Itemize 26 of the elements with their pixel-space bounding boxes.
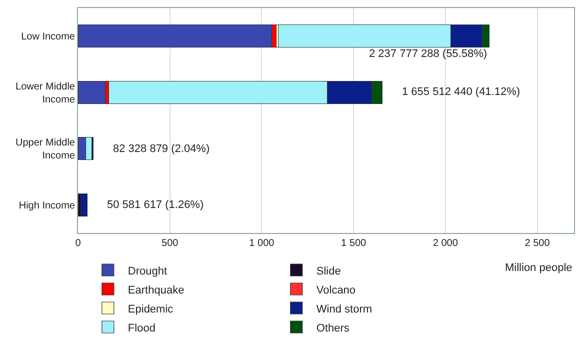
bar	[80, 193, 88, 216]
annotation: 1 655 512 440 (41.12%)	[402, 86, 520, 98]
legend-label: Wind storm	[316, 303, 372, 316]
y-tick-label: Low Income	[21, 32, 76, 43]
x-tick-label: 1 500	[341, 238, 367, 249]
x-tick-label: 500	[162, 238, 179, 249]
annotation: 50 581 617 (1.26%)	[107, 199, 204, 211]
y-tick-label: Lower Middle Income	[16, 81, 76, 106]
bar	[78, 24, 272, 48]
x-tick-label: 2 500	[524, 238, 550, 249]
legend-label: Slide	[316, 265, 341, 278]
x-tick-label: 1 000	[249, 238, 275, 249]
annotation: 2 237 777 288 (55.58%)	[369, 48, 488, 60]
legend-label: Drought	[128, 265, 168, 278]
annotation: 82 328 879 (2.04%)	[113, 143, 210, 155]
x-tick-label: 2 000	[432, 238, 458, 249]
x-axis-title: Million people	[505, 262, 572, 274]
y-tick-label: High Income	[18, 200, 76, 212]
legend-label: Others	[316, 322, 350, 334]
x-tick-label: 0	[75, 238, 82, 249]
bar	[78, 80, 106, 104]
legend-label: Volcano	[316, 284, 356, 296]
y-tick-label: Upper Middle Income	[16, 138, 76, 162]
legend-label: Epidemic	[128, 303, 174, 316]
legend-label: Flood	[128, 322, 156, 334]
legend-label: Earthquake	[128, 284, 184, 296]
